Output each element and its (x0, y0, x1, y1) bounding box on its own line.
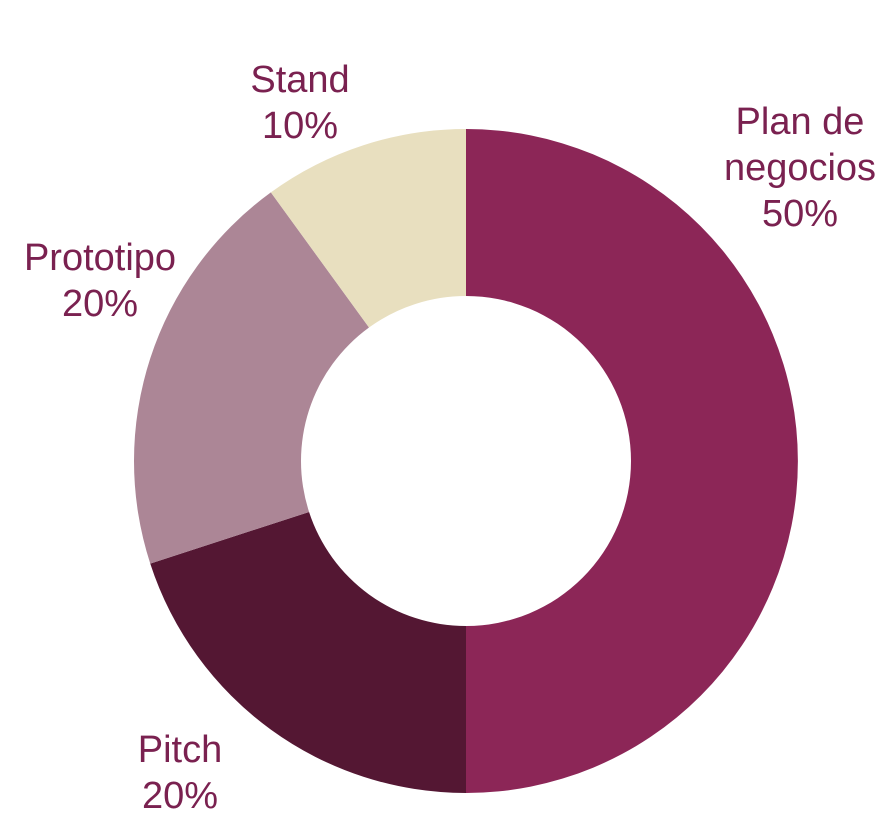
slice-stand (270, 129, 466, 328)
slice-pitch (150, 511, 466, 793)
slice-prototipo (134, 192, 370, 564)
slice-percent-plan-de-negocios: 50% (762, 193, 838, 235)
slice-label-prototipo: Prototipo 20% (24, 237, 176, 325)
slice-name-plan-de-negocios: Plan de (736, 101, 865, 143)
slice-percent-stand: 10% (262, 105, 338, 147)
slice-name-plan-de-negocios: negocios (724, 147, 876, 189)
slice-name-stand: Stand (250, 59, 349, 101)
slice-name-pitch: Pitch (138, 729, 222, 771)
slice-name-prototipo: Prototipo (24, 237, 176, 279)
slice-percent-prototipo: 20% (62, 283, 138, 325)
slice-label-stand: Stand 10% (250, 59, 349, 147)
slice-label-pitch: Pitch 20% (138, 729, 222, 817)
slice-percent-pitch: 20% (142, 775, 218, 817)
slices-layer (134, 129, 798, 793)
labels-layer: Plan de negocios 50%Pitch 20%Prototipo 20%St… (24, 59, 876, 817)
slice-plan-de-negocios (466, 129, 798, 793)
slice-label-plan-de-negocios: Plan de negocios 50% (724, 101, 876, 235)
